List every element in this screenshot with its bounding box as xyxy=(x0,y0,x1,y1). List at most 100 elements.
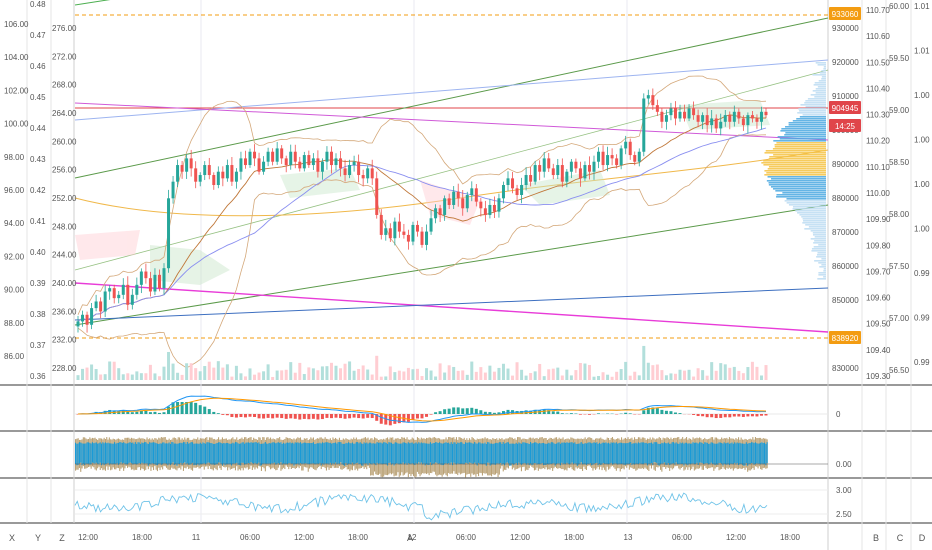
candle xyxy=(492,196,496,218)
pane3-bar xyxy=(271,442,273,464)
pane3-bar xyxy=(626,443,628,465)
candle xyxy=(592,155,596,180)
pane3-bar xyxy=(142,443,144,464)
volume-bar xyxy=(492,371,496,380)
pane3-bar xyxy=(275,443,277,465)
pane3-bar xyxy=(129,442,131,463)
pane3-bar xyxy=(223,442,225,464)
pane3-bar xyxy=(303,442,305,464)
pane3-bar xyxy=(221,443,223,466)
volume-profile-bar xyxy=(788,204,826,206)
macd-hist-bar xyxy=(298,414,302,420)
pane3-bar xyxy=(474,442,476,463)
pane3-bar xyxy=(483,443,485,464)
axis-letter-z[interactable]: Z xyxy=(59,533,65,543)
pane3-bar xyxy=(689,443,691,465)
pane3-bar xyxy=(266,443,268,464)
pane3-bar xyxy=(155,443,157,466)
axis-tick-label: 0.99 xyxy=(914,358,930,367)
candle xyxy=(388,223,392,243)
candle xyxy=(266,147,270,167)
pane3-bar xyxy=(696,442,698,463)
axis-letter-b[interactable]: B xyxy=(873,533,879,543)
volume-profile-bar xyxy=(814,236,826,238)
candle xyxy=(198,172,202,187)
pane3-bar xyxy=(500,442,502,463)
pane3-bar xyxy=(623,443,625,465)
pane3-bar xyxy=(680,443,682,464)
pane3-bar xyxy=(233,443,235,464)
pane3-bar xyxy=(614,443,616,464)
pane3-bar xyxy=(758,443,760,464)
volume-bar xyxy=(678,369,682,380)
pane3-bar xyxy=(702,443,704,465)
volume-bar xyxy=(234,365,238,380)
candle xyxy=(710,110,714,133)
axis-letter-d[interactable]: D xyxy=(919,533,926,543)
pane3-bar xyxy=(346,443,348,465)
axis-letter-c[interactable]: C xyxy=(897,533,904,543)
pane3-bar xyxy=(414,443,416,466)
pane3-bar xyxy=(279,442,281,465)
axis-tick-label: 98.00 xyxy=(4,153,25,162)
volume-bar xyxy=(411,369,415,380)
axis-tick-label: 110.00 xyxy=(866,189,890,198)
candle xyxy=(529,167,533,187)
axis-letter-x[interactable]: X xyxy=(9,533,15,543)
volume-bar xyxy=(239,373,243,380)
volume-profile-bar xyxy=(799,110,826,112)
volume-profile-bar xyxy=(814,82,826,84)
axis-tick-label: 110.40 xyxy=(866,84,890,93)
pane3-bar xyxy=(574,442,576,464)
volume-bar xyxy=(542,376,546,380)
axis-letter-a[interactable]: A xyxy=(407,533,413,543)
volume-bar xyxy=(633,371,637,380)
volume-profile-bar xyxy=(769,156,826,158)
candle xyxy=(135,277,139,300)
pane3-bar xyxy=(310,443,312,464)
volume-bar xyxy=(293,372,297,380)
axis-tick-label: 920000 xyxy=(832,58,859,67)
pane3-bar xyxy=(713,443,715,465)
pane3-bar xyxy=(193,443,195,466)
pane3-bar xyxy=(630,442,632,463)
pane3-bar xyxy=(557,442,559,464)
macd-hist-bar xyxy=(103,410,107,414)
candle xyxy=(420,226,424,248)
pane3-bar xyxy=(244,443,246,465)
pane3-bar xyxy=(527,443,529,464)
pane3-bar xyxy=(263,443,265,464)
volume-bar xyxy=(497,367,501,380)
pane3-bar xyxy=(312,442,314,464)
volume-bar xyxy=(683,370,687,380)
axis-tick-label: 109.70 xyxy=(866,267,891,276)
pane3-bar xyxy=(228,443,230,465)
candle xyxy=(108,285,112,300)
volume-profile-bar xyxy=(786,198,826,200)
price-label-badge: 14:25 xyxy=(829,119,861,132)
pane3-bar xyxy=(381,443,383,465)
macd-hist-bar xyxy=(474,408,478,414)
pane3-bar xyxy=(592,442,594,465)
macd-hist-bar xyxy=(253,414,257,418)
pane3-bar xyxy=(766,442,768,464)
pane3-bar xyxy=(679,442,681,465)
pane3-bar xyxy=(383,442,385,464)
macd-hist-bar xyxy=(560,413,564,414)
candle xyxy=(465,191,469,213)
macd-hist-bar xyxy=(180,402,184,414)
volume-profile-bar xyxy=(817,252,826,254)
volume-profile-bar xyxy=(818,272,826,274)
axis-tick-label: 240.00 xyxy=(52,279,77,288)
volume-profile-bar xyxy=(819,72,826,74)
volume-profile-bar xyxy=(776,196,826,198)
axis-letter-y[interactable]: Y xyxy=(35,533,41,543)
pane3-bar xyxy=(420,442,422,463)
pane3-bar xyxy=(328,442,330,465)
pane3-bar xyxy=(479,442,481,464)
volume-profile-bar xyxy=(823,270,826,272)
volume-profile-bar xyxy=(823,68,826,70)
volume-bar xyxy=(420,376,424,380)
pane3-bar xyxy=(168,442,170,464)
